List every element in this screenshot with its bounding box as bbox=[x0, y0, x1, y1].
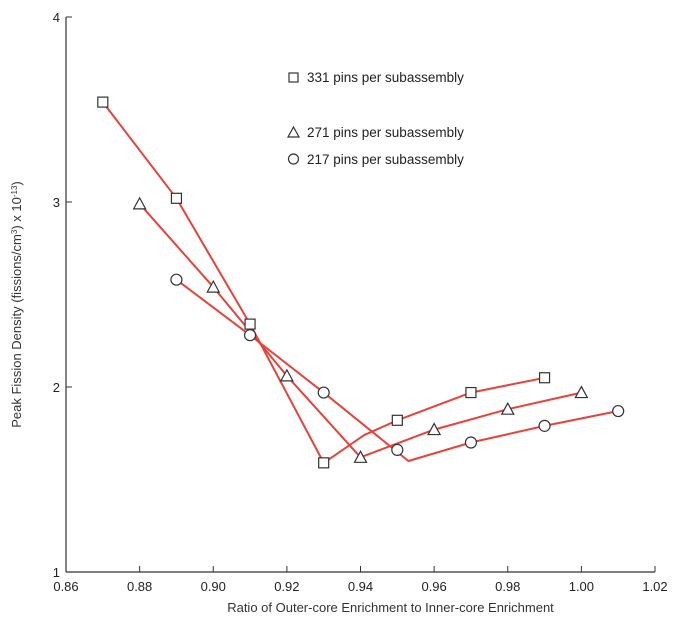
x-tick-label: 0.98 bbox=[495, 579, 520, 594]
data-point-circle bbox=[391, 443, 404, 456]
y-tick-label: 3 bbox=[53, 195, 60, 210]
x-ticks: 0.86 0.88 0.90 0.92 0.94 0.96 0.98 1.00 1.02 bbox=[53, 566, 668, 594]
legend-label-217: 217 pins per subassembly bbox=[307, 152, 464, 167]
data-point-circle bbox=[170, 273, 183, 286]
x-tick-label: 1.02 bbox=[642, 579, 667, 594]
data-point-square bbox=[318, 457, 330, 469]
series-markers bbox=[97, 96, 625, 469]
series-line-triangle bbox=[138, 202, 583, 459]
data-point-square bbox=[170, 192, 183, 204]
data-point-triangle bbox=[500, 401, 515, 415]
data-point-triangle bbox=[132, 196, 147, 210]
data-point-circle bbox=[317, 386, 330, 399]
data-point-square bbox=[97, 96, 109, 108]
x-tick-label: 0.94 bbox=[348, 579, 373, 594]
data-point-circle bbox=[243, 329, 257, 342]
y-tick-label: 4 bbox=[53, 10, 60, 25]
y-tick-label: 2 bbox=[53, 380, 60, 395]
legend-item-331: 331 pins per subassembly bbox=[288, 70, 464, 85]
legend-item-217: 217 pins per subassembly bbox=[287, 152, 464, 167]
series-line-square bbox=[101, 101, 546, 464]
y-axis-title: Peak Fission Density (fissions/cm3) x 10… bbox=[9, 181, 24, 428]
legend-triangle-marker bbox=[286, 125, 301, 138]
data-point-triangle bbox=[353, 450, 368, 463]
x-tick-label: 0.92 bbox=[274, 579, 299, 594]
legend-circle-marker bbox=[287, 153, 300, 165]
x-tick-label: 0.96 bbox=[421, 579, 446, 594]
legend-label-271: 271 pins per subassembly bbox=[307, 125, 464, 140]
data-point-triangle bbox=[427, 422, 442, 436]
data-point-triangle bbox=[279, 368, 294, 382]
data-point-triangle bbox=[574, 385, 589, 399]
data-point-square bbox=[391, 414, 403, 426]
series-line-circle bbox=[175, 278, 620, 462]
x-tick-label: 0.88 bbox=[127, 579, 152, 594]
legend-label-331: 331 pins per subassembly bbox=[307, 70, 464, 85]
legend-item-271: 271 pins per subassembly bbox=[286, 125, 464, 140]
legend: 331 pins per subassembly 271 pins per su… bbox=[286, 70, 464, 167]
data-point-square bbox=[244, 318, 256, 330]
axes: 0.86 0.88 0.90 0.92 0.94 0.96 0.98 1.00 1.02 1 2 3… bbox=[53, 10, 668, 594]
data-point-circle bbox=[612, 404, 625, 418]
x-tick-label: 0.86 bbox=[53, 579, 78, 594]
legend-square-marker bbox=[288, 72, 299, 83]
y-tick-label: 1 bbox=[53, 565, 60, 580]
x-tick-label: 0.90 bbox=[201, 579, 226, 594]
y-ticks: 1 2 3 4 bbox=[53, 10, 72, 580]
data-point-square bbox=[465, 386, 477, 399]
data-point-circle bbox=[538, 419, 551, 432]
x-tick-label: 1.00 bbox=[569, 579, 594, 594]
data-point-circle bbox=[464, 436, 478, 449]
data-point-square bbox=[538, 372, 551, 384]
x-axis-title: Ratio of Outer-core Enrichment to Inner-… bbox=[227, 600, 554, 615]
data-point-triangle bbox=[206, 279, 221, 293]
